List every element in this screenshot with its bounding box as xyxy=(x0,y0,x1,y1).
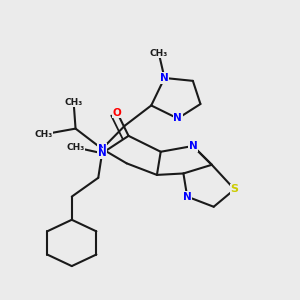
Text: CH₃: CH₃ xyxy=(66,143,85,152)
Text: CH₃: CH₃ xyxy=(150,49,168,58)
Text: CH₃: CH₃ xyxy=(34,130,52,139)
Text: O: O xyxy=(113,108,122,118)
Text: N: N xyxy=(98,144,106,154)
Text: N: N xyxy=(183,192,192,202)
Text: N: N xyxy=(160,73,169,83)
Text: CH₃: CH₃ xyxy=(64,98,83,107)
Text: N: N xyxy=(98,148,106,158)
Text: N: N xyxy=(173,113,182,124)
Text: N: N xyxy=(188,141,197,151)
Text: S: S xyxy=(230,184,238,194)
